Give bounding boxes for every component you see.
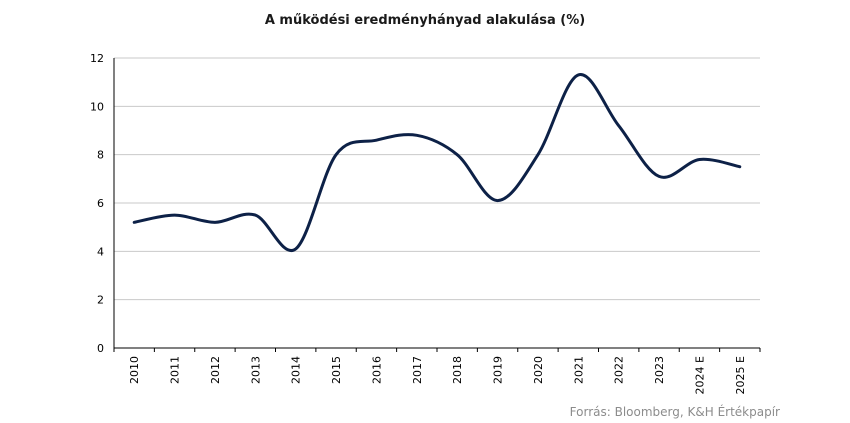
source-note: Forrás: Bloomberg, K&H Értékpapír: [570, 404, 780, 419]
x-tick-label: 2019: [492, 356, 505, 384]
x-tick-label: 2023: [653, 356, 666, 384]
y-tick-label: 12: [90, 52, 104, 65]
x-tick-label: 2016: [370, 356, 383, 384]
x-axis: 2010 2011 2012 2013 2014 2015 2016 2017 2018 2019…: [113, 348, 761, 394]
chart-title: A működési eredményhányad alakulása (%): [265, 13, 585, 28]
x-tick-label: 2021: [572, 356, 585, 384]
y-tick-label: 8: [97, 149, 104, 162]
x-tick-label: 2024 E: [693, 356, 706, 394]
x-tick-label: 2025 E: [734, 356, 747, 394]
x-tick-label: 2020: [532, 356, 545, 384]
y-axis: 0 2 4 6 8 10 12: [90, 52, 115, 355]
y-tick-label: 2: [97, 294, 104, 307]
y-tick-label: 10: [90, 100, 104, 113]
series-line: [132, 73, 742, 252]
x-tick-label: 2011: [169, 356, 182, 384]
y-tick-label: 0: [97, 342, 104, 355]
gridlines: [114, 57, 760, 349]
x-tick-label: 2017: [411, 356, 424, 384]
y-tick-label: 4: [97, 245, 104, 258]
x-tick-label: 2022: [613, 356, 626, 384]
x-tick-label: 2012: [209, 356, 222, 384]
x-tick-label: 2015: [330, 356, 343, 384]
y-tick-label: 6: [97, 197, 104, 210]
x-tick-label: 2010: [128, 356, 141, 384]
x-tick-label: 2014: [290, 356, 303, 384]
x-tick-label: 2013: [249, 356, 262, 384]
x-tick-label: 2018: [451, 356, 464, 384]
